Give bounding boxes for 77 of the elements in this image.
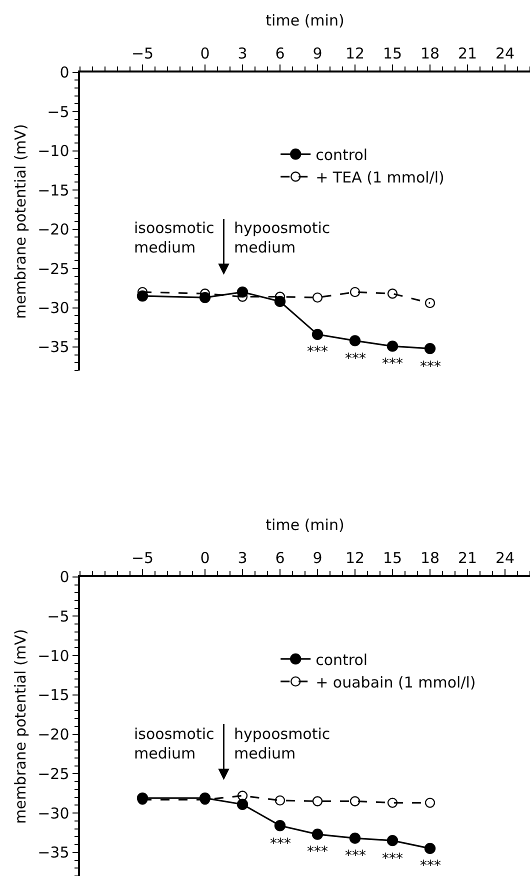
x-tick-label: 15 xyxy=(382,44,402,63)
annotation: *** xyxy=(270,836,291,852)
point xyxy=(237,790,248,801)
y-tick-label: −30 xyxy=(38,804,70,822)
y-tick-label: −15 xyxy=(38,686,70,704)
x-tick-label: 18 xyxy=(420,44,440,63)
x-tick-label: 6 xyxy=(275,44,285,63)
point xyxy=(274,795,286,806)
point xyxy=(387,798,398,808)
x-tick-label: 18 xyxy=(420,549,440,568)
y-tick-label: −35 xyxy=(38,844,70,862)
annotation: *** xyxy=(382,851,403,867)
annotation: *** xyxy=(345,351,366,367)
y-tick-label: −35 xyxy=(38,338,70,356)
y-tick-label: −15 xyxy=(38,181,70,200)
x-tick-label: 12 xyxy=(345,44,365,63)
annotation: *** xyxy=(420,858,441,874)
x-tick-label: 9 xyxy=(312,549,322,568)
point xyxy=(349,832,361,844)
point xyxy=(424,842,436,854)
point xyxy=(312,828,324,840)
y-tick-label: −20 xyxy=(38,726,70,744)
x-tick-label: 21 xyxy=(458,44,478,63)
legend-label: + ouabain (1 mmol/l) xyxy=(316,673,476,692)
point xyxy=(349,335,361,346)
y-tick-label: −10 xyxy=(38,142,70,160)
point xyxy=(424,342,436,354)
x-tick-label: 15 xyxy=(382,549,402,568)
x-tick-label: 0 xyxy=(200,549,210,568)
y-tick-label: −5 xyxy=(47,607,70,626)
y-tick-label: −25 xyxy=(38,764,70,783)
y-tick-label: −25 xyxy=(38,260,70,278)
point xyxy=(386,834,398,846)
y-tick-label: 0 xyxy=(60,568,70,586)
y-tick-label: −30 xyxy=(38,299,70,317)
annotation: *** xyxy=(307,344,328,360)
annotation: *** xyxy=(382,356,403,372)
annotation: hypoosmotic medium xyxy=(234,219,330,256)
annotation: *** xyxy=(345,848,366,864)
x-tick-label: 24 xyxy=(495,549,515,568)
point xyxy=(386,340,398,352)
point xyxy=(387,288,398,299)
x-tick-label: −5 xyxy=(131,549,154,568)
y-tick-label: −5 xyxy=(47,102,70,121)
y-tick-label: −10 xyxy=(38,646,70,665)
point xyxy=(312,796,323,806)
point xyxy=(312,328,324,340)
y-tick-label: 0 xyxy=(60,64,70,82)
point xyxy=(236,798,248,810)
point xyxy=(274,820,286,832)
x-tick-label: 21 xyxy=(458,549,478,568)
annotation: hypoosmotic medium xyxy=(234,725,330,762)
x-tick-label: 6 xyxy=(275,549,285,568)
legend-label: + TEA (1 mmol/l) xyxy=(316,168,444,187)
y-tick-label: −20 xyxy=(38,220,70,239)
x-tick-label: 9 xyxy=(312,44,322,63)
annotation: *** xyxy=(420,359,441,375)
annotation: isoosmotic medium xyxy=(134,725,214,762)
x-tick-label: −5 xyxy=(131,44,154,63)
x-tick-label: 12 xyxy=(345,549,365,568)
point xyxy=(350,796,360,806)
point xyxy=(424,798,436,808)
x-axis-title: time (min) xyxy=(266,11,344,30)
x-tick-label: 3 xyxy=(238,549,248,568)
legend-label: control xyxy=(316,650,368,669)
annotation: isoosmotic medium xyxy=(134,219,214,256)
point xyxy=(424,298,436,308)
point xyxy=(350,286,360,298)
x-tick-label: 24 xyxy=(495,44,515,63)
x-tick-label: 3 xyxy=(238,44,248,63)
legend-label: control xyxy=(316,146,368,164)
y-axis-title: membrane potential (mV) xyxy=(11,124,30,319)
point xyxy=(312,292,323,303)
y-axis-title: membrane potential (mV) xyxy=(11,628,30,824)
x-axis-title: time (min) xyxy=(266,516,344,534)
annotation: *** xyxy=(307,844,328,860)
x-tick-label: 0 xyxy=(200,44,210,63)
